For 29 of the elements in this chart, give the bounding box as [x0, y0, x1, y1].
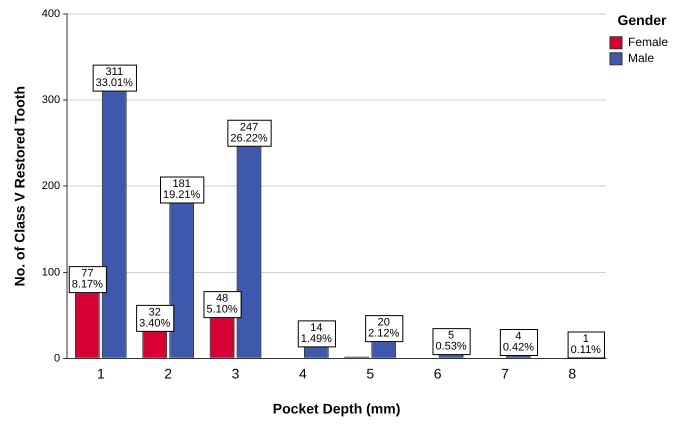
x-tick-label: 4	[298, 366, 307, 382]
legend-title: Gender	[617, 12, 668, 28]
x-tick-label: 7	[501, 366, 510, 382]
y-axis-title: No. of Class V Restored Tooth	[11, 86, 28, 286]
legend-label: Male	[628, 51, 654, 66]
x-tick-label: 6	[434, 366, 442, 382]
data-label: 4 0.42%	[502, 330, 534, 354]
legend-label: Female	[628, 35, 668, 50]
data-label: 20 2.12%	[368, 316, 400, 340]
data-label: 1 0.11%	[570, 333, 602, 356]
x-tick-label: 8	[568, 366, 576, 382]
x-tick-label: 5	[366, 366, 374, 382]
data-label: 77 8.17%	[72, 268, 104, 291]
data-label: 5 0.53%	[435, 330, 467, 353]
y-tick-label: 400	[42, 8, 60, 20]
data-label: 48 5.10%	[206, 292, 238, 316]
data-label: 247 26.22%	[230, 121, 268, 144]
data-label: 311 33.01%	[96, 66, 134, 90]
x-axis-title: Pocket Depth (mm)	[272, 400, 400, 416]
data-label: 181 19.21%	[163, 178, 201, 202]
y-tick-label: 200	[42, 180, 60, 192]
x-tick-label: 3	[232, 366, 240, 382]
y-tick-label: 0	[54, 352, 60, 364]
x-tick-label: 2	[164, 366, 172, 382]
y-tick-label: 300	[42, 94, 60, 106]
data-label: 32 3.40%	[139, 306, 171, 330]
x-tick-label: 1	[96, 366, 105, 382]
data-label: 14 1.49%	[300, 322, 332, 345]
y-tick-label: 100	[42, 266, 60, 278]
